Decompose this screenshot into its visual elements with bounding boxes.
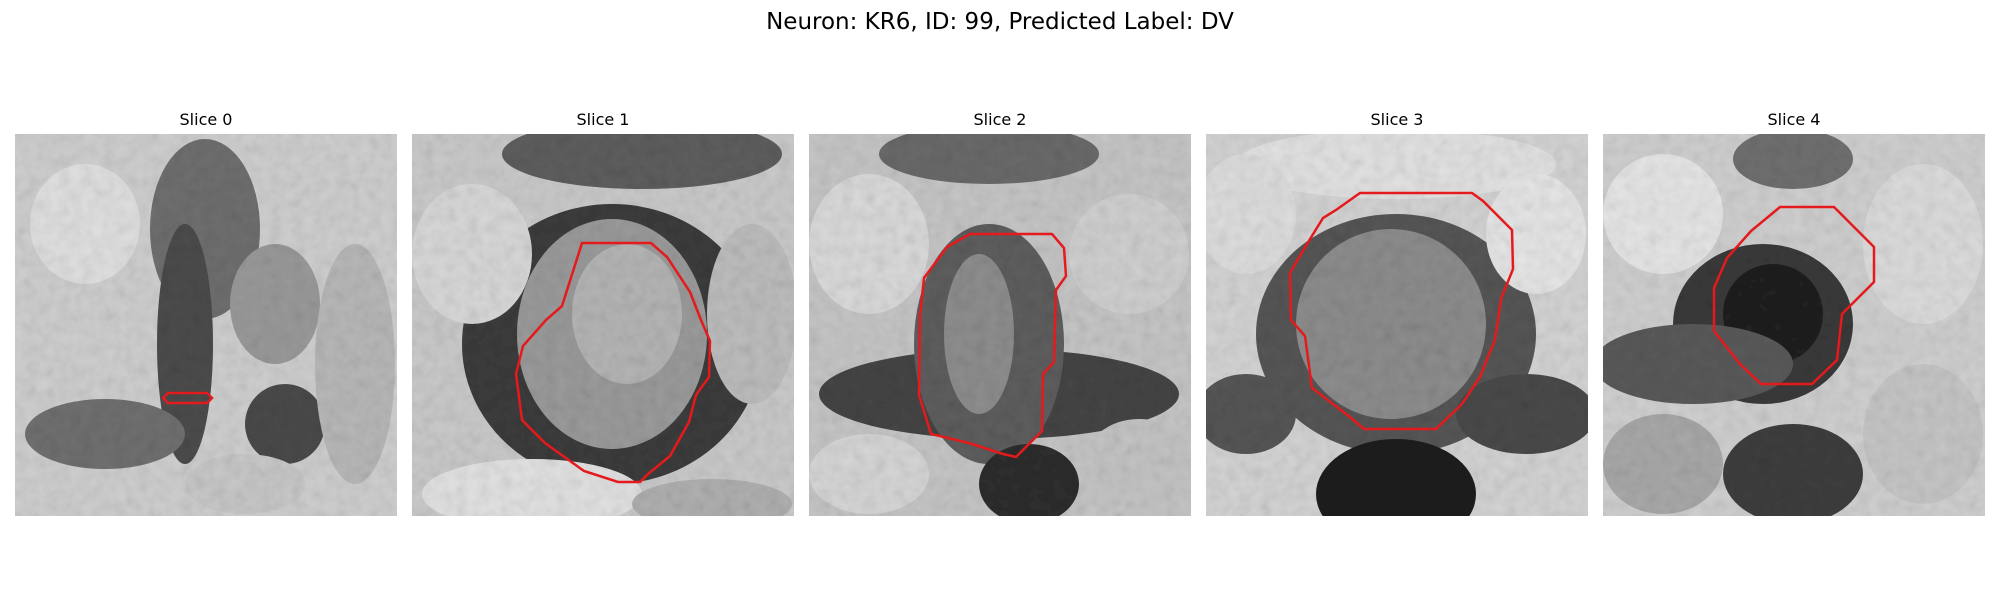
slice-image xyxy=(412,134,794,516)
neuron-contour xyxy=(161,391,214,405)
slice-panel-1: Slice 1 xyxy=(412,108,794,516)
slice-panel-4: Slice 4 xyxy=(1603,108,1985,516)
slice-image xyxy=(1603,134,1985,516)
slice-title: Slice 0 xyxy=(179,110,233,129)
tissue-texture xyxy=(412,134,794,516)
slice-image xyxy=(1206,134,1588,516)
slice-image xyxy=(15,134,397,516)
tissue-texture xyxy=(1603,134,1985,516)
figure-title: Neuron: KR6, ID: 99, Predicted Label: DV xyxy=(766,9,1234,35)
slice-panel-2: Slice 2 xyxy=(809,108,1191,516)
slice-image xyxy=(809,134,1191,516)
slice-title: Slice 3 xyxy=(1370,110,1424,129)
tissue-texture xyxy=(1206,134,1588,516)
slice-panel-0: Slice 0 xyxy=(15,108,397,516)
slice-title: Slice 4 xyxy=(1767,110,1821,129)
neuron-contour xyxy=(917,232,1068,459)
neuron-contour xyxy=(1712,205,1876,386)
neuron-contour xyxy=(514,241,712,484)
tissue-texture xyxy=(15,134,397,516)
slice-title: Slice 1 xyxy=(576,110,630,129)
slice-title: Slice 2 xyxy=(973,110,1027,129)
tissue-texture xyxy=(809,134,1191,516)
slice-panel-3: Slice 3 xyxy=(1206,108,1588,516)
neuron-contour xyxy=(1288,191,1515,431)
